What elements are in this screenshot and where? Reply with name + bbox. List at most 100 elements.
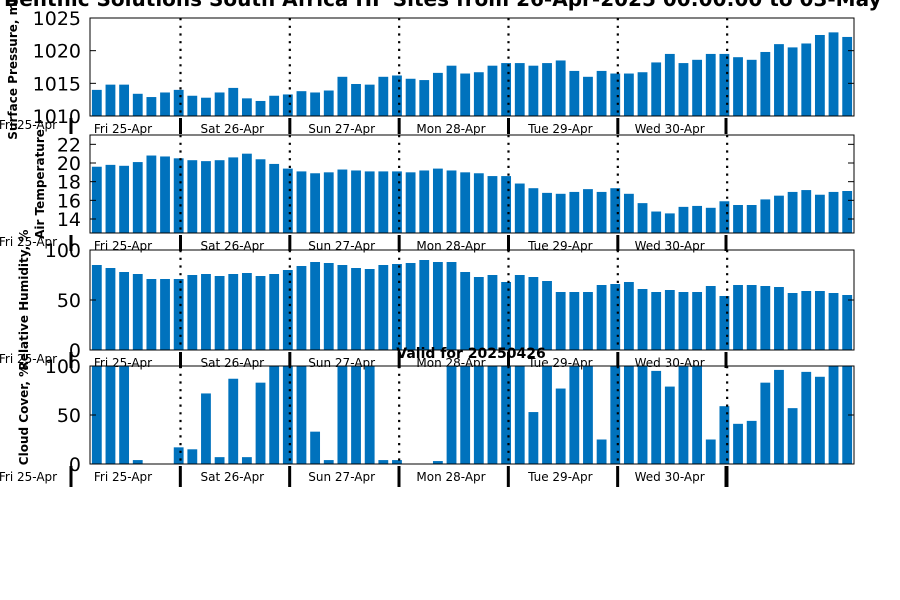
data-bar [473,277,484,350]
data-bar [555,60,566,116]
data-bar [651,370,662,464]
data-bar [596,70,607,116]
data-bar [774,287,784,350]
chart-panel: 1010 1015 1020 1025 Fri 25-Apr Sat 26-Apr Sun … [0,0,855,140]
data-bar [842,366,853,464]
data-bar [774,369,784,464]
data-bar [337,169,348,233]
data-bar [460,272,471,350]
data-bar [678,206,689,233]
data-bar [255,159,266,233]
data-bar [610,284,621,350]
data-bar [323,90,334,116]
data-bar [678,366,689,464]
data-bar [146,97,157,116]
data-bar [514,275,525,350]
data-bar [596,439,607,464]
data-bar [542,281,552,350]
data-bar [555,193,566,233]
day-label: Sun 27-Apr [308,470,375,484]
data-bar [105,84,116,116]
data-bar [201,274,211,350]
data-bar [405,78,416,116]
data-bar [255,382,266,464]
data-bar [637,72,648,116]
data-bar [760,382,771,464]
data-bar [255,100,266,116]
data-bar [828,191,839,233]
data-bar [801,291,812,350]
data-bar [392,460,402,464]
data-bar [310,262,321,350]
data-bar [664,213,675,233]
y-axis-label: Cloud Cover, % [17,365,31,465]
data-bar [473,173,484,233]
data-bar [91,265,102,350]
data-bar [555,388,566,464]
data-bar [337,366,348,464]
data-bar [651,62,662,116]
data-bar [733,423,743,464]
data-bar [814,34,825,116]
data-bar [282,94,293,116]
data-bar [173,447,184,464]
y-tick-label: 1010 [33,106,81,128]
data-bar [814,376,825,464]
day-label: Fri 25-Apr [94,470,152,484]
data-bar [746,205,757,233]
data-bar [187,275,198,350]
day-label: Fri 25-Apr [0,118,57,132]
data-bar [610,188,621,233]
day-label: Fri 25-Apr [0,470,57,484]
data-bar [446,170,457,233]
data-bar [569,70,580,116]
data-bar [692,292,703,350]
data-bar [487,176,498,233]
data-bar [432,72,443,116]
chart-title: Benthic Solutions South Africa HF Sites … [4,0,882,11]
data-bar [528,412,539,464]
y-tick-label: 1020 [33,41,81,63]
data-bar [828,32,839,117]
data-bar [692,205,703,233]
data-bar [787,293,798,350]
day-label: Sun 27-Apr [308,239,375,253]
data-bar [378,76,389,116]
data-bar [91,366,102,464]
data-bar [187,160,198,233]
data-bar [446,262,457,350]
data-bar [214,276,225,350]
data-bar [296,366,307,464]
data-bar [146,155,157,233]
y-tick-label: 18 [57,172,81,194]
data-bar [201,161,211,233]
y-tick-label: 22 [57,134,81,156]
data-bar [351,268,361,350]
data-bar [405,263,416,350]
subplot-title: Valid for 20250426 [396,346,545,362]
data-bar [119,84,130,116]
data-bar [241,98,252,116]
data-bar [378,265,389,350]
data-bar [173,158,184,233]
data-bar [351,366,361,464]
data-bar [583,366,593,464]
data-bar [460,73,471,116]
data-bar [514,183,525,233]
data-bar [733,57,743,116]
data-bar [91,89,102,116]
data-bar [733,285,743,350]
data-bar [501,366,512,464]
data-bar [269,95,280,116]
data-bar [514,63,525,116]
data-bar [637,366,648,464]
data-bar [446,65,457,116]
data-bar [310,92,321,116]
data-bar [105,164,116,233]
day-label: Mon 28-Apr [416,122,485,136]
data-bar [132,162,143,233]
data-bar [201,97,211,116]
data-bar [173,279,184,350]
